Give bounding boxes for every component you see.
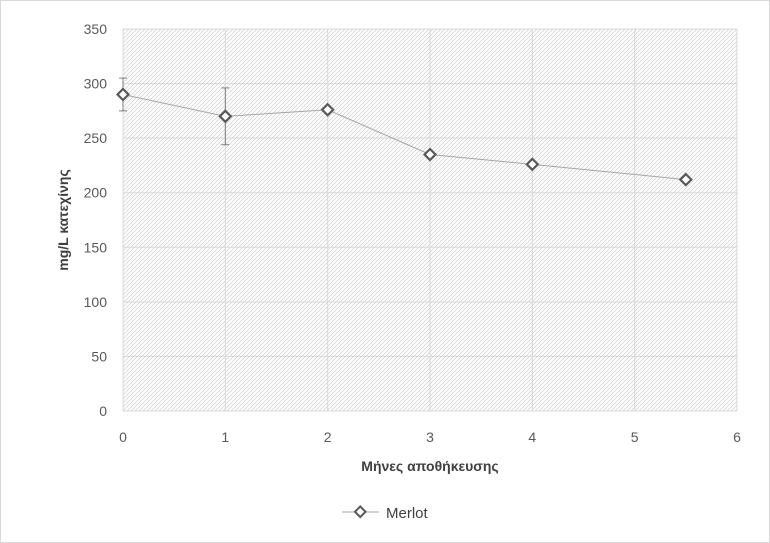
y-tick-label: 300 xyxy=(84,76,108,92)
y-tick-label: 50 xyxy=(91,348,107,364)
y-tick-label: 100 xyxy=(84,294,108,310)
y-tick-labels: 0 50 100 150 200 250 300 350 xyxy=(84,21,108,419)
x-tick-label: 4 xyxy=(528,429,536,445)
y-tick-label: 250 xyxy=(84,130,108,146)
x-tick-labels: 0 1 2 3 4 5 6 xyxy=(119,429,741,445)
data-point-merlot xyxy=(320,102,335,117)
legend: Merlot xyxy=(342,505,429,522)
data-point-merlot xyxy=(218,109,233,124)
legend-label-merlot: Merlot xyxy=(386,505,429,522)
legend-marker-diamond xyxy=(353,505,367,519)
y-tick-label: 150 xyxy=(84,239,108,255)
x-tick-label: 0 xyxy=(119,429,127,445)
x-tick-label: 6 xyxy=(733,429,741,445)
x-tick-label: 2 xyxy=(324,429,332,445)
y-tick-label: 0 xyxy=(99,403,107,419)
data-point-merlot xyxy=(525,157,540,172)
x-tick-label: 1 xyxy=(221,429,229,445)
series-merlot xyxy=(115,77,693,187)
series-line-merlot xyxy=(122,93,686,181)
x-tick-label: 3 xyxy=(426,429,434,445)
x-tick-label: 5 xyxy=(631,429,639,445)
y-axis-title: mg/L κατεχίνης xyxy=(55,169,71,271)
y-tick-label: 200 xyxy=(84,185,108,201)
data-point-merlot xyxy=(678,172,693,187)
data-point-merlot xyxy=(115,87,131,102)
x-axis-title: Μήνες αποθήκευσης xyxy=(361,458,498,474)
y-tick-label: 350 xyxy=(84,21,108,37)
data-point-merlot xyxy=(422,147,438,162)
